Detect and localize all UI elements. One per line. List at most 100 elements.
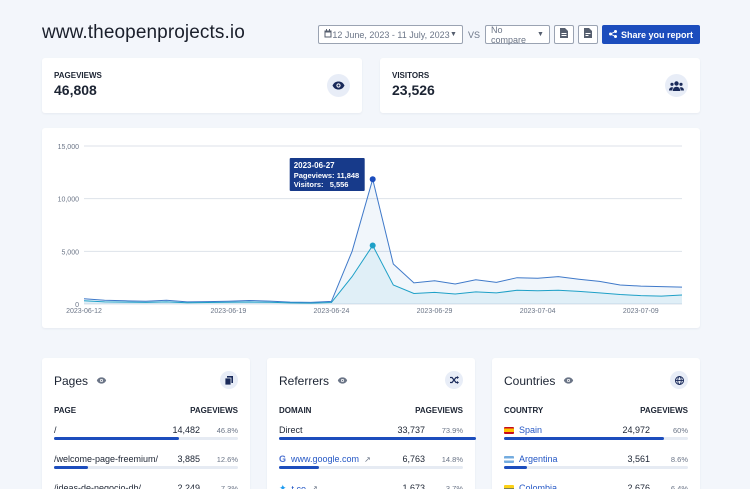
row-name-wrap: Colombia: [504, 483, 557, 489]
row-percent: 3.7%: [445, 484, 463, 489]
share-report-button[interactable]: Share you report: [601, 25, 700, 44]
list-item[interactable]: / 14,482 46.8%: [54, 424, 238, 453]
pageviews-value: 46,808: [54, 82, 97, 98]
tooltip-date: 2023-06-27: [294, 161, 335, 170]
google-icon: G: [279, 454, 287, 464]
date-range-label: 12 June, 2023 - 11 July, 2023: [332, 29, 450, 40]
row-name[interactable]: Direct: [279, 425, 303, 435]
vs-label: VS: [467, 29, 480, 40]
eye-icon[interactable]: [563, 376, 574, 387]
row-name[interactable]: Spain: [519, 425, 543, 435]
row-name[interactable]: t.co: [291, 483, 307, 489]
visitors-value: 23,526: [392, 82, 435, 98]
list-item[interactable]: Colombia 2,676 6.4%: [504, 482, 688, 489]
countries-list: Spain 24,972 60% Argentina 3,561 8.6% Colombia…: [504, 424, 688, 489]
file-icon: [559, 28, 568, 41]
referrers-title-wrap: Referrers: [279, 374, 348, 388]
pages-title: Pages: [54, 374, 89, 388]
row-name[interactable]: www.google.com: [291, 454, 360, 464]
eye-icon[interactable]: [96, 376, 107, 387]
y-tick-label: 10,000: [58, 197, 80, 204]
tooltip-visitors-value: 5,556: [330, 180, 349, 189]
row-name-wrap: /ideas-de-negocio-db/: [54, 483, 141, 489]
pages-title-wrap: Pages: [54, 374, 107, 388]
chevron-down-icon: ▼: [450, 31, 457, 38]
row-percent: 6.4%: [670, 484, 688, 489]
visitors-label: VISITORS: [392, 71, 430, 80]
row-percent: 14.8%: [441, 455, 463, 464]
file-icon: [583, 28, 592, 41]
copy-icon[interactable]: [220, 371, 238, 389]
share-bar-fill: [54, 437, 179, 440]
twitter-icon: ✦: [279, 483, 287, 489]
report-toolbar: 12 June, 2023 - 11 July, 2023 ▼ VS No co…: [317, 24, 700, 45]
y-tick-label: 5,000: [61, 249, 79, 256]
row-name-wrap: /welcome-page-freemium/: [54, 454, 158, 464]
share-bar: [54, 466, 238, 469]
list-item[interactable]: /ideas-de-negocio-db/2,249 7.3%: [54, 482, 238, 489]
row-percent: 60%: [672, 426, 688, 435]
pageviews-peak-point: [369, 176, 376, 183]
compare-select[interactable]: No compare ▼: [484, 24, 550, 45]
x-tick-label: 2023-07-04: [520, 308, 556, 315]
y-tick-label: 0: [75, 302, 79, 309]
date-range-picker[interactable]: 12 June, 2023 - 11 July, 2023 ▼: [317, 25, 463, 44]
eye-icon[interactable]: [337, 376, 348, 387]
external-link-icon[interactable]: ↗: [364, 454, 371, 464]
share-bar-fill: [279, 466, 319, 469]
chevron-down-icon: ▼: [537, 31, 544, 38]
export-csv-button[interactable]: [553, 25, 574, 44]
row-count: 2,676: [627, 483, 650, 489]
x-tick-label: 2023-06-19: [210, 308, 246, 315]
referrers-title: Referrers: [279, 374, 330, 388]
share-bar-fill: [279, 437, 477, 440]
globe-icon[interactable]: [670, 371, 688, 389]
row-count: 14,482: [172, 425, 200, 435]
visitors-card: VISITORS 23,526: [380, 58, 700, 113]
row-name[interactable]: /: [54, 425, 57, 435]
pageviews-label: PAGEVIEWS: [54, 71, 102, 80]
row-percent: 7.3%: [220, 484, 238, 489]
list-item[interactable]: Argentina 3,561 8.6%: [504, 453, 688, 482]
tooltip-pageviews-label: Pageviews:: [294, 171, 335, 180]
row-count: 3,561: [627, 454, 650, 464]
export-pdf-button[interactable]: [577, 25, 598, 44]
external-link-icon[interactable]: ↗: [311, 484, 318, 489]
countries-card: Countries COUNTRY PAGEVIEWS Spain 24,972 6…: [492, 358, 700, 489]
row-name[interactable]: /welcome-page-freemium/: [54, 454, 159, 464]
row-name[interactable]: Argentina: [519, 454, 558, 464]
row-name-wrap: Argentina: [504, 454, 558, 464]
series-area-visitors: [84, 245, 682, 304]
series-line-visitors: [83, 244, 683, 304]
share-bar: [279, 466, 463, 469]
x-tick-label: 2023-06-29: [417, 308, 453, 315]
list-item[interactable]: Direct 33,737 73.9%: [279, 424, 477, 453]
row-name-wrap: Direct: [279, 425, 303, 435]
referrers-table-header: DOMAIN PAGEVIEWS: [279, 406, 463, 415]
row-name-wrap: ✦ t.co ↗: [279, 483, 318, 489]
compare-label: No compare: [490, 24, 526, 45]
share-icon: [608, 29, 617, 40]
shuffle-icon[interactable]: [445, 371, 463, 389]
row-name-wrap: /: [54, 425, 57, 435]
series-line-pageviews: [83, 177, 683, 303]
row-count: 1,673: [402, 483, 425, 489]
row-count: 33,737: [397, 425, 425, 435]
tooltip-visitors-label: Visitors:: [294, 180, 324, 189]
row-name[interactable]: /ideas-de-negocio-db/: [54, 483, 142, 489]
list-item[interactable]: Spain 24,972 60%: [504, 424, 688, 453]
list-item[interactable]: /welcome-page-freemium/3,885 12.6%: [54, 453, 238, 482]
row-name[interactable]: Colombia: [519, 483, 558, 489]
col-page: PAGE: [54, 406, 77, 415]
list-item[interactable]: ✦ t.co ↗ 1,673 3.7%: [279, 482, 463, 489]
tooltip-pageviews-value: 11,848: [337, 171, 360, 180]
users-icon: [665, 74, 688, 97]
countries-title: Countries: [504, 374, 556, 388]
col-pageviews: PAGEVIEWS: [190, 406, 238, 415]
share-bar: [504, 466, 688, 469]
share-bar: [504, 437, 688, 440]
